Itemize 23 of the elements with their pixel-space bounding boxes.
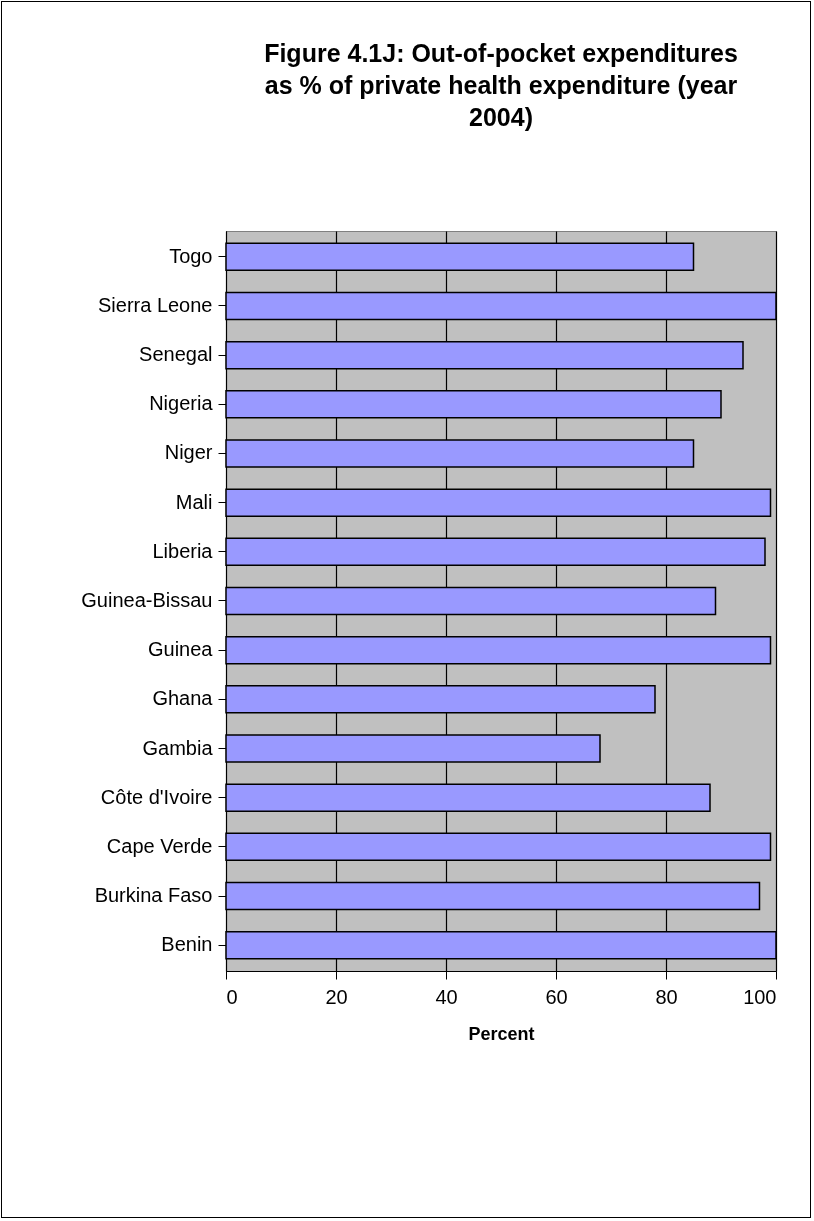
y-tick-label: Mali [175, 490, 213, 513]
y-tick-label: Gambia [142, 736, 214, 759]
y-tick-label: Sierra Leone [97, 293, 213, 316]
x-tick-label: 100 [743, 985, 777, 1008]
x-tick-label: 80 [655, 985, 678, 1008]
x-tick-label: 60 [545, 985, 568, 1008]
y-tick-label: Côte d'Ivoire [100, 785, 213, 808]
y-tick-label: Ghana [152, 687, 214, 710]
chart-title: Figure 4.1J: Out-of-pocket expenditures as % of private health expenditure (year 2004) [264, 39, 738, 131]
x-axis-title: Percent [468, 1023, 535, 1044]
x-tick-label: 20 [325, 985, 348, 1008]
y-tick-label: Benin [161, 933, 213, 956]
y-tick-label: Liberia [152, 539, 214, 562]
y-tick-label: Guinea [148, 638, 214, 661]
y-tick-label: Cape Verde [106, 834, 213, 857]
y-tick-label: Niger [164, 441, 213, 464]
x-tick-label: 0 [226, 985, 238, 1008]
y-tick-label: Guinea-Bissau [81, 589, 213, 611]
y-tick-label: Togo [169, 244, 213, 267]
y-tick-label: Nigeria [149, 392, 214, 415]
y-tick-label: Burkina Faso [94, 884, 213, 907]
y-tick-label: Senegal [139, 343, 213, 366]
x-tick-label: 40 [435, 985, 458, 1008]
